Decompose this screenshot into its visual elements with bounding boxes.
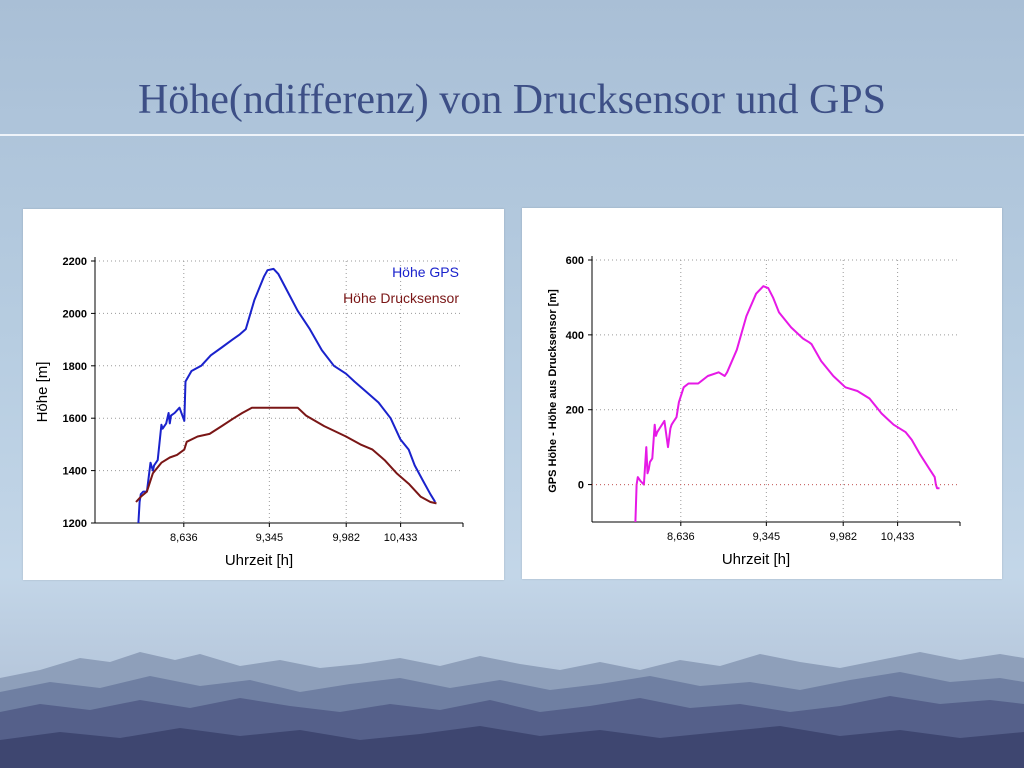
series-line-1 — [634, 285, 940, 523]
y-tick-label: 0 — [578, 480, 584, 492]
y-tick-label: 1200 — [63, 518, 87, 530]
y-tick-label: 400 — [566, 330, 584, 342]
y-tick-label: 1400 — [63, 466, 87, 478]
y-tick-label: 600 — [566, 255, 584, 267]
chart-panel-hoehe: 1200 1400 1600 1800 2000 2200 8,636 9,345 9,982 1… — [23, 209, 504, 580]
x-tick-label: 8,636 — [667, 531, 695, 543]
legend-entry: Höhe Drucksensor — [343, 290, 459, 306]
y-tick-label: 200 — [566, 405, 584, 417]
y-axis-label: GPS Höhe - Höhe aus Drucksensor [m] — [547, 289, 559, 493]
series-line-2 — [135, 406, 437, 505]
y-tick-label: 1600 — [63, 413, 87, 425]
x-tick-label: 10,433 — [881, 531, 915, 543]
y-tick-label: 2000 — [63, 308, 87, 320]
x-axis-label: Uhrzeit [h] — [722, 551, 790, 568]
chart-hoehe: 1200 1400 1600 1800 2000 2200 8,636 9,345 9,982 1… — [34, 256, 464, 569]
title-divider — [0, 134, 1024, 136]
x-tick-label: 9,982 — [332, 532, 360, 544]
series-line-1 — [137, 267, 437, 524]
x-tick-label: 9,345 — [256, 532, 284, 544]
x-axis-label: Uhrzeit [h] — [225, 552, 293, 569]
y-tick-label: 2200 — [63, 256, 87, 268]
mountain-silhouette — [0, 652, 1024, 768]
x-tick-label: 10,433 — [384, 532, 418, 544]
x-tick-label: 9,982 — [829, 531, 857, 543]
y-tick-label: 1800 — [63, 361, 87, 373]
x-tick-label: 9,345 — [753, 531, 781, 543]
legend-entry: Höhe GPS — [392, 264, 459, 280]
slide-title: Höhe(ndifferenz) von Drucksensor und GPS — [137, 77, 887, 123]
y-axis-label: Höhe [m] — [34, 362, 51, 423]
chart-panel-differenz: 0 200 400 600 8,636 9,345 9,982 10,433 Uhrzeit [… — [522, 208, 1002, 579]
x-tick-label: 8,636 — [170, 532, 198, 544]
chart-differenz: 0 200 400 600 8,636 9,345 9,982 10,433 Uhrzeit [… — [547, 255, 961, 568]
